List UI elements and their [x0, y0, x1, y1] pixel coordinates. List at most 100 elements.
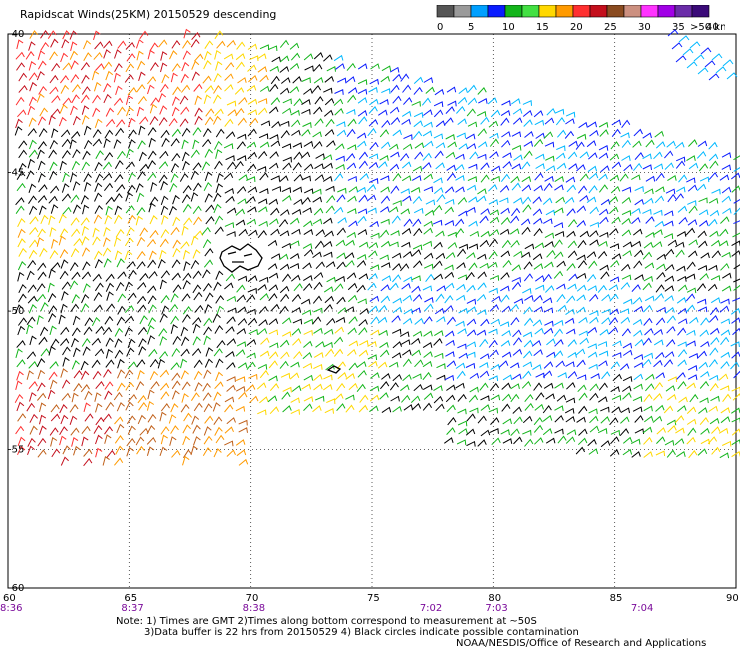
wind-barb	[80, 303, 90, 313]
wind-barb	[160, 62, 168, 73]
wind-barb	[524, 438, 534, 447]
wind-barb	[697, 306, 708, 313]
wind-barb	[105, 70, 114, 81]
wind-barb	[400, 339, 411, 345]
wind-barb	[236, 284, 246, 293]
wind-barb	[423, 109, 433, 116]
wind-barb	[326, 140, 336, 148]
wind-barb	[720, 351, 731, 358]
wind-barb	[389, 66, 400, 73]
wind-barb	[213, 348, 223, 357]
wind-barb	[69, 30, 78, 40]
wind-barb	[510, 215, 520, 224]
wind-barb	[27, 437, 36, 447]
wind-barb	[678, 35, 690, 43]
wind-barb	[160, 426, 170, 435]
wind-barb	[325, 185, 335, 192]
wind-barb	[554, 405, 564, 411]
wind-barb	[687, 184, 698, 192]
wind-barb	[268, 329, 279, 336]
wind-barb	[191, 235, 199, 246]
wind-barb	[367, 354, 378, 361]
wind-barb	[38, 336, 48, 345]
wind-barb	[94, 204, 103, 214]
wind-barb	[116, 316, 126, 326]
wind-barb	[203, 94, 212, 104]
wind-barb	[249, 117, 259, 126]
wind-barb	[192, 249, 201, 259]
wind-barb	[171, 347, 181, 357]
wind-barb	[237, 133, 247, 140]
wind-barb	[358, 116, 368, 125]
wind-barb	[313, 271, 324, 280]
wind-barb	[324, 295, 334, 304]
wind-barb	[204, 85, 214, 93]
wind-barb	[83, 139, 93, 150]
wind-barb	[545, 165, 556, 172]
wind-barb	[171, 259, 181, 268]
wind-barb	[435, 293, 445, 302]
wind-barb	[215, 371, 224, 382]
wind-barb	[291, 228, 301, 235]
wind-barb	[59, 426, 68, 436]
wind-barb	[413, 227, 423, 237]
wind-barb	[39, 205, 47, 215]
wind-barb	[366, 184, 377, 192]
wind-barb	[466, 298, 477, 305]
wind-barb	[456, 132, 466, 139]
wind-barb	[502, 161, 512, 169]
wind-barb	[457, 248, 467, 257]
wind-barb	[444, 117, 454, 126]
wind-barb	[389, 241, 399, 248]
wind-barb	[37, 149, 45, 159]
wind-barb	[677, 307, 688, 315]
wind-barb	[183, 217, 193, 226]
wind-barb	[247, 287, 257, 294]
wind-barb	[609, 417, 619, 426]
wind-barb	[149, 196, 159, 206]
wind-barb	[698, 361, 709, 369]
wind-barb	[392, 263, 402, 271]
wind-barb	[49, 51, 58, 61]
wind-barb	[161, 215, 169, 225]
wind-barb	[323, 328, 334, 335]
wind-barb	[256, 382, 267, 390]
wind-barb	[501, 329, 511, 337]
wind-barb	[73, 347, 81, 357]
wind-barb	[623, 298, 633, 305]
wind-barb	[93, 250, 103, 260]
wind-barb	[476, 329, 487, 336]
wind-barb	[59, 228, 69, 238]
wind-barb	[498, 360, 509, 368]
wind-barb	[564, 196, 575, 204]
wind-barb	[335, 63, 345, 70]
wind-barb	[225, 131, 236, 139]
lon-label: 80	[488, 593, 501, 604]
wind-barb	[126, 347, 135, 357]
wind-barb	[269, 406, 280, 415]
wind-barb	[226, 161, 237, 170]
wind-barb	[237, 306, 247, 314]
wind-barb	[380, 206, 390, 213]
wind-barb	[81, 236, 90, 246]
wind-barb	[663, 405, 674, 414]
wind-barb	[400, 208, 410, 215]
wind-barb	[73, 238, 83, 247]
wind-barb	[697, 140, 708, 147]
wind-barb	[480, 162, 490, 170]
wind-barb	[72, 181, 81, 191]
wind-barb	[139, 30, 149, 40]
wind-barb	[182, 435, 191, 446]
wind-barb	[718, 373, 729, 381]
wind-barb	[49, 250, 59, 259]
wind-barb	[48, 345, 56, 356]
wind-barb	[381, 275, 392, 282]
wind-barb	[290, 240, 300, 247]
wind-barb	[566, 230, 576, 238]
wind-barb	[51, 448, 61, 458]
wind-barb	[413, 112, 424, 118]
map-title: Rapidscat Winds(25KM) 20150529 descendin…	[20, 8, 277, 21]
wind-barb	[664, 162, 674, 170]
wind-barb	[489, 304, 500, 312]
wind-barb	[103, 237, 111, 247]
